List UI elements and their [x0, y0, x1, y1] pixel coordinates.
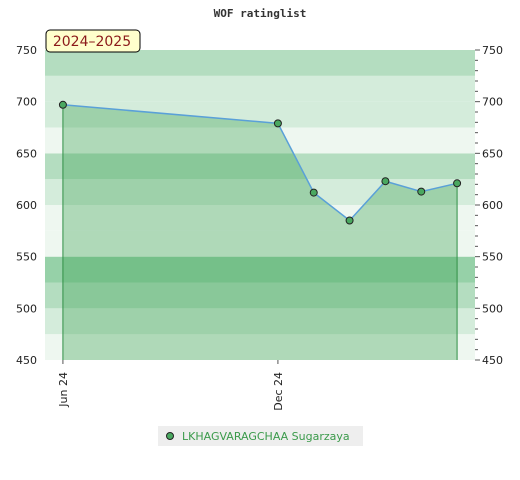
y-tick-label-left: 550 — [16, 251, 37, 264]
y-tick-label-right: 450 — [482, 354, 503, 367]
series-area — [62, 104, 458, 361]
background-band — [45, 205, 475, 231]
y-tick-label-left: 650 — [16, 147, 37, 160]
area-layer — [62, 104, 458, 361]
background-band — [45, 334, 475, 360]
background-band — [45, 153, 475, 180]
x-tick-label: Jun 24 — [57, 372, 70, 408]
y-tick-label-right: 500 — [482, 302, 503, 315]
season-badge: 2024–2025 — [45, 29, 141, 53]
marks-layer — [58, 100, 462, 225]
chart-title: WOF ratinglist — [214, 7, 307, 20]
y-tick-label-right: 650 — [482, 147, 503, 160]
background-band — [45, 256, 475, 283]
y-tick-label-right: 600 — [482, 199, 503, 212]
data-point — [58, 100, 67, 109]
legend-marker — [166, 432, 174, 440]
background-band — [45, 101, 475, 128]
background-band — [45, 282, 475, 309]
background-band — [45, 50, 475, 76]
y-tick-label-left: 600 — [16, 199, 37, 212]
data-point — [453, 179, 462, 188]
axes: 450 450 500 500 550 550 600 600 650 650 700 700 750 7… — [16, 44, 503, 411]
y-tick-label-left: 750 — [16, 44, 37, 57]
season-label: 2024–2025 — [53, 34, 131, 50]
y-tick-label-left: 450 — [16, 354, 37, 367]
y-tick-label-left: 700 — [16, 96, 37, 109]
data-point — [273, 119, 282, 128]
background-band — [45, 179, 475, 205]
y-tick-label-right: 550 — [482, 251, 503, 264]
data-point — [345, 216, 354, 225]
background-bands — [45, 50, 475, 360]
x-tick-label: Dec 24 — [272, 372, 285, 411]
data-point — [309, 188, 318, 197]
background-band — [45, 308, 475, 335]
data-point — [381, 177, 390, 186]
background-band — [45, 127, 475, 154]
background-band — [45, 75, 475, 102]
legend[interactable]: LKHAGVARAGCHAA Sugarzaya — [158, 426, 363, 446]
y-tick-label-right: 700 — [482, 96, 503, 109]
y-tick-label-left: 500 — [16, 302, 37, 315]
background-band — [45, 230, 475, 257]
data-point — [417, 187, 426, 196]
legend-series-name: LKHAGVARAGCHAA Sugarzaya — [182, 430, 350, 443]
y-tick-label-right: 750 — [482, 44, 503, 57]
